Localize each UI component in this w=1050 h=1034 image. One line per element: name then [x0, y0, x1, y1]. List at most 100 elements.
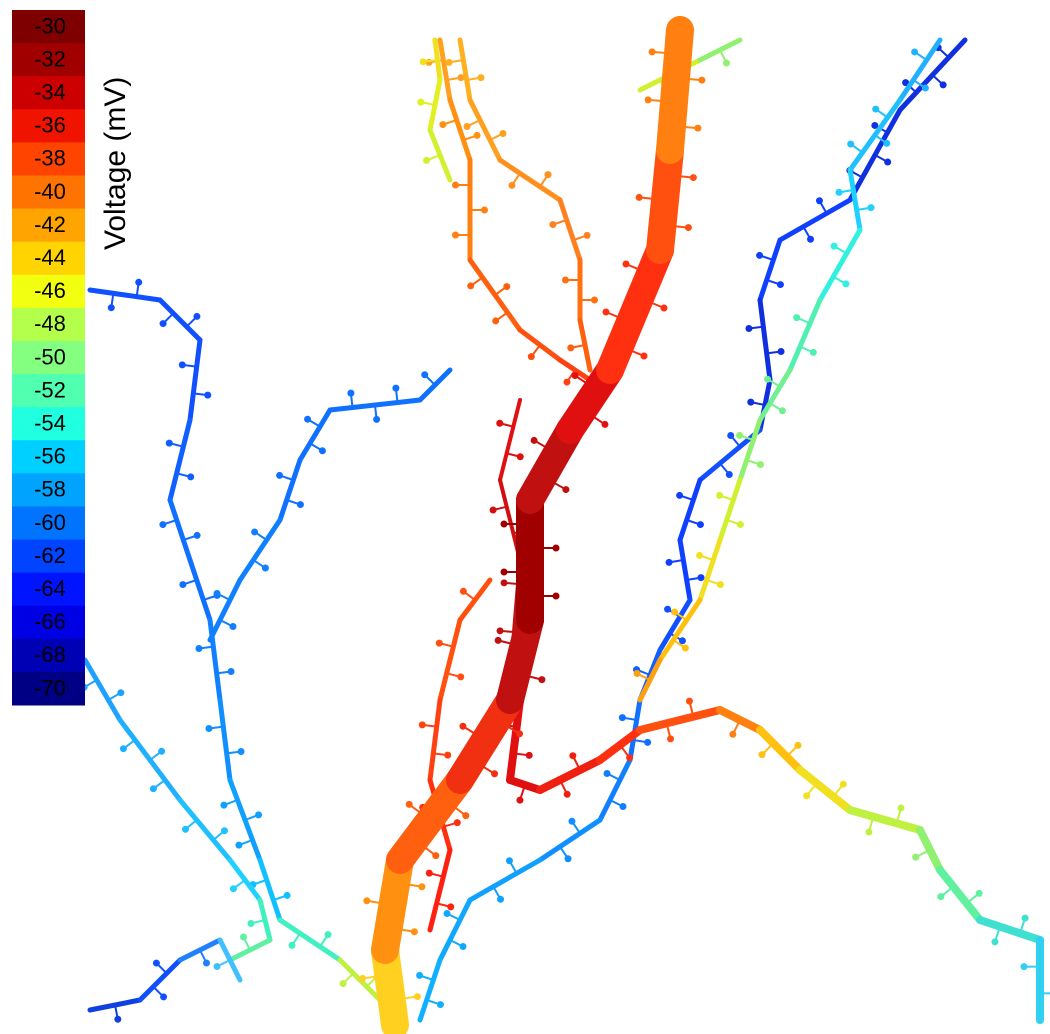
spine-head: [444, 910, 451, 917]
spine-head: [644, 739, 651, 746]
dendrite: [760, 300, 770, 380]
spine-head: [697, 521, 704, 528]
spine-head: [867, 204, 874, 211]
spine-head: [697, 574, 704, 581]
colorbar-label: -50: [34, 344, 66, 369]
dendrite: [500, 160, 560, 200]
spine-head: [319, 447, 326, 454]
spine-head: [636, 194, 643, 201]
spine-head: [690, 174, 697, 181]
spine-head: [304, 416, 311, 423]
spine-head: [421, 371, 428, 378]
dendrite: [820, 230, 860, 300]
spine-head: [150, 785, 157, 792]
spine-head: [436, 640, 443, 647]
spine-head: [437, 1001, 444, 1008]
colorbar-label: -66: [34, 609, 66, 634]
dendrite: [940, 870, 980, 920]
spine-head: [439, 121, 446, 128]
spine-head: [759, 751, 766, 758]
spine-head: [432, 852, 439, 859]
spine-head: [363, 897, 370, 904]
spine-head: [459, 723, 466, 730]
spine-head: [238, 748, 245, 755]
spine-head: [603, 309, 610, 316]
spine-head: [359, 975, 366, 982]
spine-head: [671, 608, 678, 615]
spine-head: [204, 392, 211, 399]
dendrite: [720, 480, 740, 540]
spine-head: [531, 437, 538, 444]
dendrite: [440, 620, 460, 700]
spine-head: [623, 261, 630, 268]
dendrite: [190, 340, 200, 420]
spine-head: [912, 854, 919, 861]
spine-head: [549, 221, 556, 228]
spine-head: [392, 385, 399, 392]
dendrite: [540, 760, 600, 790]
colorbar-label: -68: [34, 642, 66, 667]
spine-head: [235, 842, 242, 849]
spine-head: [205, 725, 212, 732]
spine-head: [492, 317, 499, 324]
spine-head: [757, 461, 764, 468]
spine-head: [423, 157, 430, 164]
spine-head: [503, 283, 510, 290]
spine-head: [717, 581, 724, 588]
spine-head: [686, 698, 693, 705]
spine-head: [649, 48, 656, 55]
dendrite: [460, 40, 470, 100]
spine-head: [158, 748, 165, 755]
spine-head: [517, 453, 524, 460]
spine-head: [419, 721, 426, 728]
spine-head: [831, 243, 838, 250]
spine-head: [745, 325, 752, 332]
dendrite: [440, 40, 450, 100]
spine-head: [288, 942, 295, 949]
colorbar-label: -44: [34, 245, 66, 270]
spine-head: [194, 532, 201, 539]
spine-head: [497, 627, 504, 634]
spine-head: [538, 676, 545, 683]
spine-head: [727, 432, 734, 439]
spine-head: [840, 781, 847, 788]
spine-head: [166, 440, 173, 447]
dendrite: [560, 200, 580, 260]
dendrite: [170, 420, 190, 500]
spine-head: [160, 993, 167, 1000]
spine-head: [563, 379, 570, 386]
spine-head: [794, 742, 801, 749]
colorbar-label: -54: [34, 411, 66, 436]
colorbar-label: -40: [34, 179, 66, 204]
spine-head: [462, 812, 469, 819]
spine-head: [922, 85, 929, 92]
dendrite: [980, 920, 1040, 940]
spine-head: [506, 857, 513, 864]
spine-head: [562, 277, 569, 284]
colorbar: -30-32-34-36-38-40-42-44-46-48-50-52-54-…: [12, 10, 85, 706]
spine-head: [411, 928, 418, 935]
spine-head: [756, 252, 763, 259]
spine-head: [626, 754, 633, 761]
spine-head: [779, 407, 786, 414]
spine-head: [667, 735, 674, 742]
spine-head: [572, 372, 579, 379]
colorbar-label: -32: [34, 46, 66, 71]
spine-head: [406, 801, 413, 808]
dendrite: [780, 200, 850, 240]
spine-head: [726, 471, 733, 478]
spine-head: [340, 980, 347, 987]
dendrite: [430, 850, 450, 930]
dendrite: [280, 460, 300, 520]
dendrite: [540, 820, 600, 860]
dendrite: [740, 420, 760, 480]
spine-head: [490, 507, 497, 514]
colorbar-label: -46: [34, 278, 66, 303]
spine-head: [567, 344, 574, 351]
spine-head: [836, 189, 843, 196]
spine-head: [452, 232, 459, 239]
spine-head: [117, 689, 124, 696]
spine-head: [417, 99, 424, 106]
dendrite: [220, 700, 230, 780]
dendrite: [190, 560, 210, 620]
